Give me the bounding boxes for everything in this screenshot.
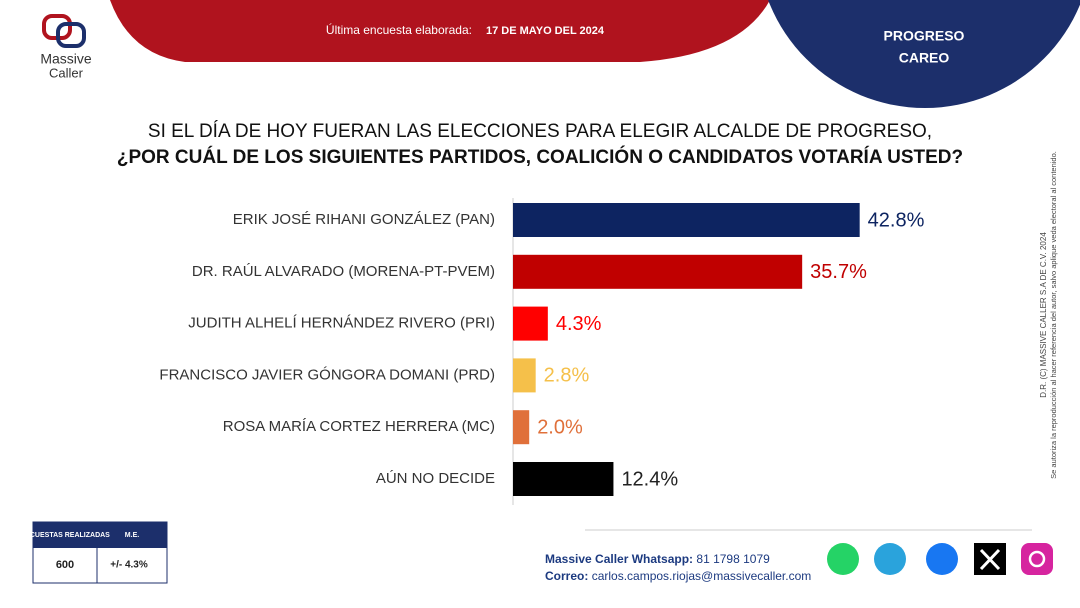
value-label: 12.4% <box>621 468 678 490</box>
category-label: AÚN NO DECIDE <box>376 470 495 487</box>
table-header-cell: ENCUESTAS REALIZADAS <box>20 532 110 539</box>
logo-text: Caller <box>49 65 84 80</box>
category-label: ERIK JOSÉ RIHANI GONZÁLEZ (PAN) <box>233 211 495 228</box>
table-cell: 600 <box>56 559 74 571</box>
survey-table: ENCUESTAS REALIZADAS M.E. 600 +/- 4.3% <box>20 521 168 584</box>
chart-subtitle: ¿POR CUÁL DE LOS SIGUIENTES PARTIDOS, CO… <box>117 146 963 168</box>
copyright: D.R. (C) MASSIVE CALLER S.A DE C.V. 2024… <box>1039 151 1058 479</box>
category-label: FRANCISCO JAVIER GÓNGORA DOMANI (PRD) <box>159 366 495 383</box>
bar <box>513 358 536 393</box>
footer-contact: Correo: carlos.campos.riojas@massivecall… <box>545 569 811 583</box>
table-header-cell: M.E. <box>125 532 139 539</box>
x-glyph <box>979 548 1001 571</box>
category-label: JUDITH ALHELÍ HERNÁNDEZ RIVERO (PRI) <box>188 315 495 332</box>
footer-contact: Massive Caller Whatsapp: 81 1798 1079 <box>545 552 770 566</box>
copyright-text: Se autoriza la reproducción al hacer ref… <box>1049 151 1058 479</box>
table-header <box>33 522 167 548</box>
value-label: 42.8% <box>868 209 925 231</box>
value-label: 2.8% <box>544 365 590 387</box>
subplace: CAREO <box>899 50 950 66</box>
logo: Massive Caller <box>40 14 92 80</box>
category-label: DR. RAÚL ALVARADO (MORENA-PT-PVEM) <box>192 263 495 280</box>
place: PROGRESO <box>884 28 965 44</box>
table-cell: +/- 4.3% <box>110 560 148 571</box>
value-label: 35.7% <box>810 261 867 283</box>
header-band <box>110 0 770 62</box>
logo-text: Massive <box>40 51 92 67</box>
bar <box>513 254 803 289</box>
facebook-icon[interactable] <box>926 543 958 575</box>
survey-date: 17 DE MAYO DEL 2024 <box>486 25 605 37</box>
bar <box>513 306 548 341</box>
category-label: ROSA MARÍA CORTEZ HERRERA (MC) <box>223 418 495 435</box>
bar <box>513 462 614 496</box>
bar <box>513 410 530 445</box>
value-label: 2.0% <box>537 416 583 438</box>
instagram-icon[interactable] <box>1021 543 1053 575</box>
chart-title: SI EL DÍA DE HOY FUERAN LAS ELECCIONES P… <box>148 121 932 142</box>
header-circle <box>768 0 1080 108</box>
whatsapp-icon[interactable] <box>827 543 859 575</box>
social-icons <box>827 543 1053 575</box>
value-label: 4.3% <box>556 313 602 335</box>
bar <box>513 203 860 237</box>
instagram-glyph <box>1028 550 1046 568</box>
survey-label: Última encuesta elaborada: <box>326 22 472 37</box>
copyright-text: D.R. (C) MASSIVE CALLER S.A DE C.V. 2024 <box>1039 232 1048 398</box>
logo-bubble <box>56 22 86 48</box>
telegram-icon[interactable] <box>874 543 906 575</box>
